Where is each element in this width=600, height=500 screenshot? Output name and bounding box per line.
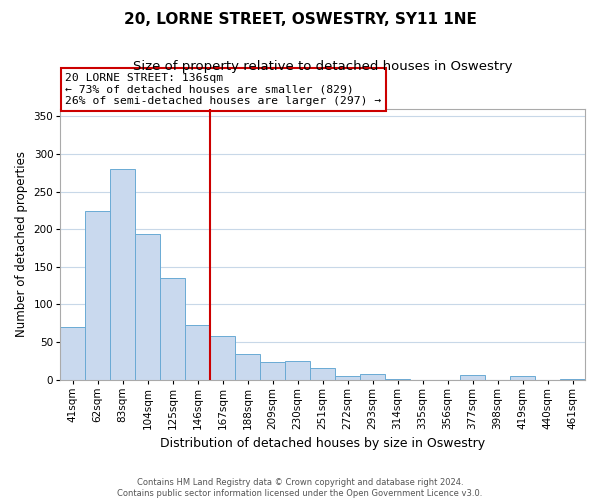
Bar [235, 354, 260, 380]
Bar [260, 362, 285, 380]
Bar [85, 211, 110, 380]
Bar [285, 361, 310, 380]
Bar [160, 278, 185, 380]
Bar [360, 374, 385, 380]
Bar [110, 169, 135, 380]
Bar [60, 327, 85, 380]
Text: 20, LORNE STREET, OSWESTRY, SY11 1NE: 20, LORNE STREET, OSWESTRY, SY11 1NE [124, 12, 476, 28]
Text: 20 LORNE STREET: 136sqm
← 73% of detached houses are smaller (829)
26% of semi-d: 20 LORNE STREET: 136sqm ← 73% of detache… [65, 73, 382, 106]
Y-axis label: Number of detached properties: Number of detached properties [15, 151, 28, 337]
Bar [135, 234, 160, 380]
Bar [560, 379, 585, 380]
Bar [510, 376, 535, 380]
Bar [335, 376, 360, 380]
Bar [385, 379, 410, 380]
Bar [185, 324, 210, 380]
Bar [460, 375, 485, 380]
Title: Size of property relative to detached houses in Oswestry: Size of property relative to detached ho… [133, 60, 512, 73]
X-axis label: Distribution of detached houses by size in Oswestry: Distribution of detached houses by size … [160, 437, 485, 450]
Bar [210, 336, 235, 380]
Bar [310, 368, 335, 380]
Text: Contains HM Land Registry data © Crown copyright and database right 2024.
Contai: Contains HM Land Registry data © Crown c… [118, 478, 482, 498]
